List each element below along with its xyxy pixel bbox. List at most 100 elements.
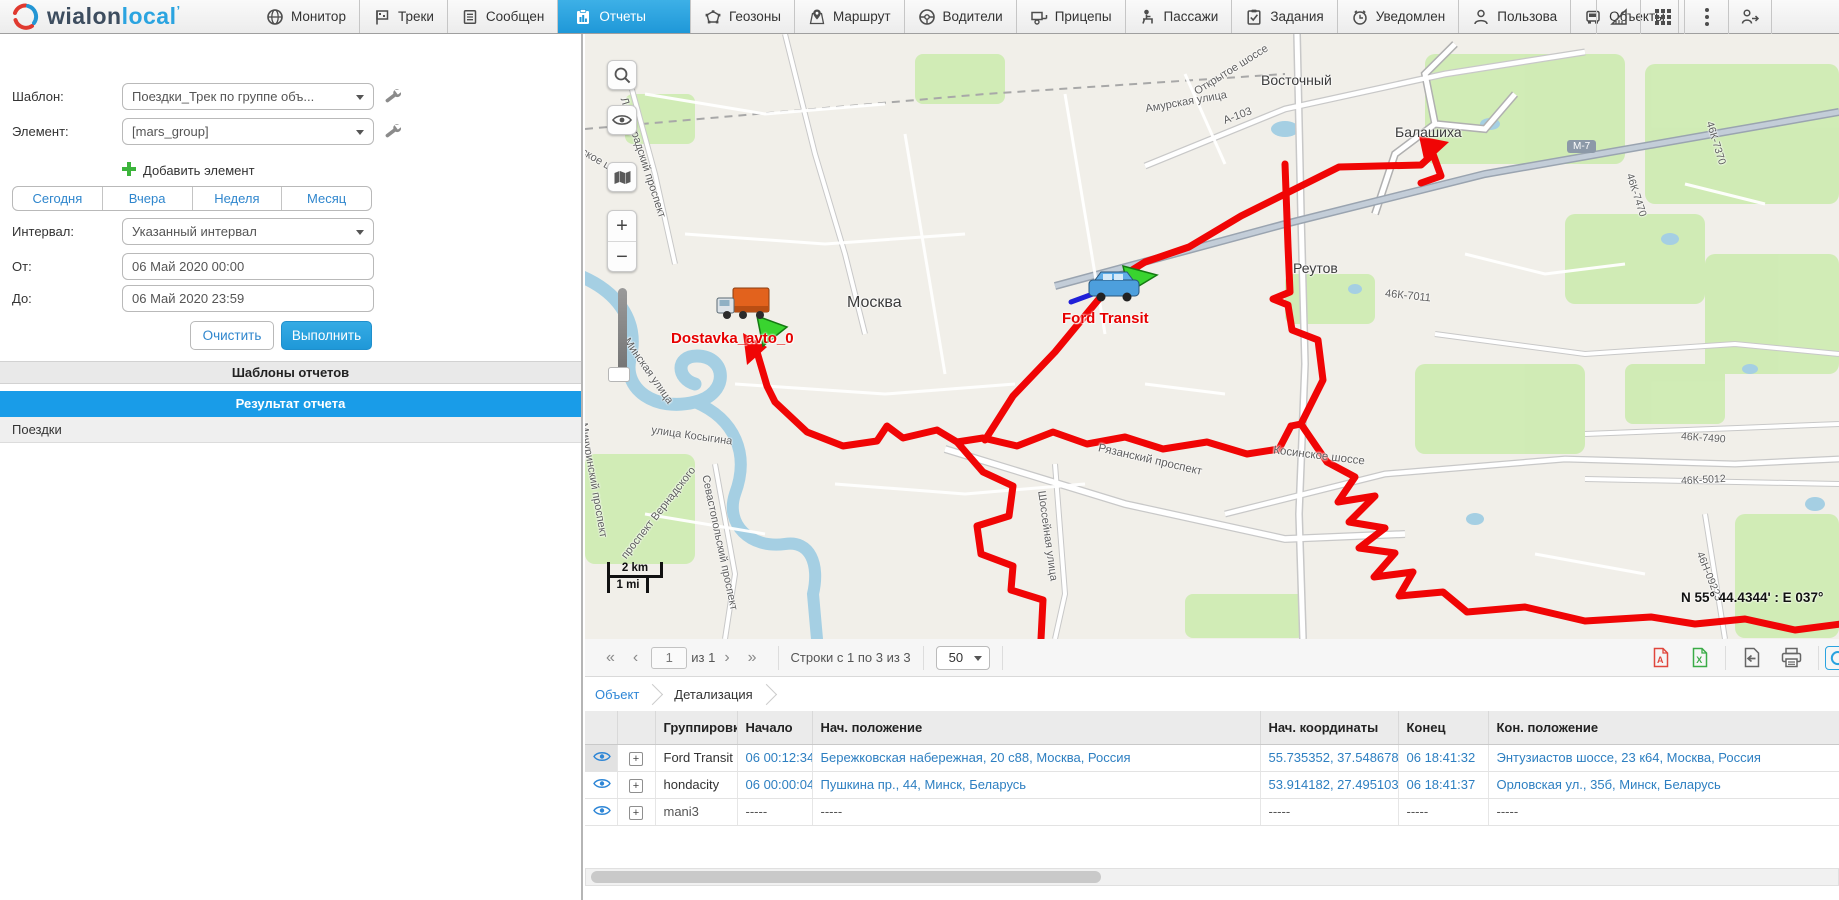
tab-geofences[interactable]: Геозоны <box>691 0 795 33</box>
tab-users[interactable]: Пользова <box>1459 0 1572 33</box>
chevron-down-icon <box>356 130 364 135</box>
measure-tool-icon[interactable] <box>1596 0 1640 34</box>
passenger-icon <box>1141 9 1153 24</box>
cell-start-coords[interactable]: 55.735352, 37.548678 <box>1260 744 1399 772</box>
interval-select[interactable]: Указанный интервал <box>122 218 374 245</box>
unit-label-dostavka[interactable]: Dostavka_avto_0 <box>671 330 794 347</box>
map-canvas[interactable]: Москва Восточный Балашиха Реутов Амурска… <box>585 34 1839 639</box>
row-expand-toggle[interactable]: + <box>617 744 656 772</box>
zoom-slider-track[interactable] <box>618 288 627 382</box>
tab-tracks[interactable]: Треки <box>360 0 448 33</box>
add-plus-icon[interactable] <box>122 162 136 176</box>
breadcrumb-detail-tab[interactable]: Детализация <box>674 686 753 702</box>
next-page-icon[interactable]: › <box>724 648 730 666</box>
first-page-icon[interactable]: « <box>606 648 615 666</box>
result-item-trips[interactable]: Поездки <box>0 417 581 443</box>
last-page-icon[interactable]: » <box>747 648 757 666</box>
tab-label: Геозоны <box>729 9 781 24</box>
cell-start-coords[interactable]: 53.914182, 27.495103 <box>1260 771 1399 799</box>
quick-range-group: Сегодня Вчера Неделя Месяц <box>12 186 372 211</box>
page-size-select[interactable]: 50 <box>935 645 990 670</box>
range-today-button[interactable]: Сегодня <box>13 187 103 210</box>
tab-drivers[interactable]: Водители <box>905 0 1017 33</box>
expand-plus-icon[interactable]: + <box>629 751 643 766</box>
user-icon <box>1474 9 1489 24</box>
map-search-button[interactable] <box>607 60 637 90</box>
from-date-input[interactable] <box>122 253 374 280</box>
unit-label-ford[interactable]: Ford Transit <box>1062 310 1149 327</box>
tab-monitoring[interactable]: Монитор <box>253 0 360 33</box>
tab-trailers[interactable]: Прицепы <box>1017 0 1126 33</box>
scale-km: 2 km <box>607 562 663 578</box>
road-shield-m7: М-7 <box>1567 140 1597 153</box>
eye-icon <box>612 115 632 125</box>
print-button[interactable] <box>1780 647 1803 668</box>
row-visibility-toggle[interactable] <box>585 744 618 772</box>
zoom-slider-handle[interactable] <box>608 367 630 382</box>
tab-reports[interactable]: Отчеты <box>558 0 691 33</box>
prev-page-icon[interactable]: ‹ <box>632 648 639 666</box>
unit-select[interactable]: [mars_group] <box>122 118 374 145</box>
cell-start[interactable]: 06 00:12:34 <box>737 744 813 772</box>
expand-column-header <box>617 711 656 745</box>
report-sidebar: Шаблон: Поездки_Трек по группе объ... Эл… <box>0 34 583 900</box>
apps-grid-icon[interactable] <box>1640 0 1684 34</box>
divider <box>1725 645 1726 670</box>
tab-jobs[interactable]: Задания <box>1232 0 1338 33</box>
divider <box>1818 645 1819 670</box>
map-layers-button[interactable] <box>607 162 637 192</box>
unit-marker-dostavka[interactable] <box>716 287 770 319</box>
tab-messages[interactable]: Сообщен <box>448 0 559 33</box>
row-visibility-toggle[interactable] <box>585 771 618 799</box>
cell-start[interactable]: 06 00:00:04 <box>737 771 813 799</box>
refresh-button-clipped[interactable] <box>1825 645 1839 670</box>
template-select[interactable]: Поездки_Трек по группе объ... <box>122 83 374 110</box>
unit-settings-wrench-icon[interactable] <box>384 121 401 138</box>
cell-group: hondacity <box>655 771 738 799</box>
breadcrumb-object-tab[interactable]: Объект <box>595 686 640 702</box>
export-excel-button[interactable]: X <box>1689 647 1710 668</box>
cell-end[interactable]: 06 18:41:37 <box>1398 771 1489 799</box>
logout-user-icon[interactable] <box>1728 0 1772 34</box>
execute-button[interactable]: Выполнить <box>281 321 372 350</box>
cell-end[interactable]: 06 18:41:32 <box>1398 744 1489 772</box>
row-expand-toggle[interactable]: + <box>617 771 656 799</box>
row-visibility-toggle[interactable] <box>585 798 618 826</box>
cell-start-location[interactable]: Бережковская набережная, 20 с88, Москва,… <box>812 744 1261 772</box>
report-templates-header[interactable]: Шаблоны отчетов <box>0 361 581 384</box>
row-expand-toggle[interactable]: + <box>617 798 656 826</box>
logo-swirl-icon <box>13 3 39 30</box>
zoom-out-button[interactable]: − <box>616 246 628 268</box>
clear-button[interactable]: Очистить <box>190 321 274 350</box>
expand-plus-icon[interactable]: + <box>629 805 643 820</box>
report-result-header[interactable]: Результат отчета <box>0 391 581 417</box>
map-visibility-button[interactable] <box>607 105 637 135</box>
chevron-right-icon <box>642 683 664 705</box>
zoom-in-button[interactable]: + <box>608 211 636 242</box>
cell-start-location[interactable]: Пушкина пр., 44, Минск, Беларусь <box>812 771 1261 799</box>
expand-plus-icon[interactable]: + <box>629 778 643 793</box>
unit-marker-ford[interactable] <box>1088 271 1140 302</box>
more-menu-icon[interactable] <box>1684 0 1728 34</box>
range-yesterday-button[interactable]: Вчера <box>103 187 193 210</box>
export-pdf-button[interactable]: A <box>1650 647 1671 668</box>
cell-end-location[interactable]: Орловская ул., 35б, Минск, Беларусь <box>1488 771 1839 799</box>
tab-routes[interactable]: Маршрут <box>795 0 905 33</box>
cell-end-location[interactable]: Энтузиастов шоссе, 23 к64, Москва, Росси… <box>1488 744 1839 772</box>
scrollbar-thumb[interactable] <box>591 871 1101 883</box>
eye-icon <box>593 751 611 761</box>
import-file-button[interactable] <box>1741 647 1762 668</box>
page-number-input[interactable] <box>651 646 688 669</box>
refresh-icon <box>1830 650 1839 665</box>
template-settings-wrench-icon[interactable] <box>384 86 401 103</box>
tab-label: Пользова <box>1497 9 1558 24</box>
add-element-link[interactable]: Добавить элемент <box>143 163 255 178</box>
tab-passengers[interactable]: Пассажи <box>1126 0 1233 33</box>
cell-end-location: ----- <box>1488 798 1839 826</box>
to-date-input[interactable] <box>122 285 374 312</box>
range-month-button[interactable]: Месяц <box>307 191 347 206</box>
range-week-button[interactable]: Неделя <box>193 187 283 210</box>
steering-wheel-icon <box>918 8 935 25</box>
tab-notifications[interactable]: Уведомлен <box>1338 0 1460 33</box>
horizontal-scrollbar[interactable] <box>585 868 1839 886</box>
